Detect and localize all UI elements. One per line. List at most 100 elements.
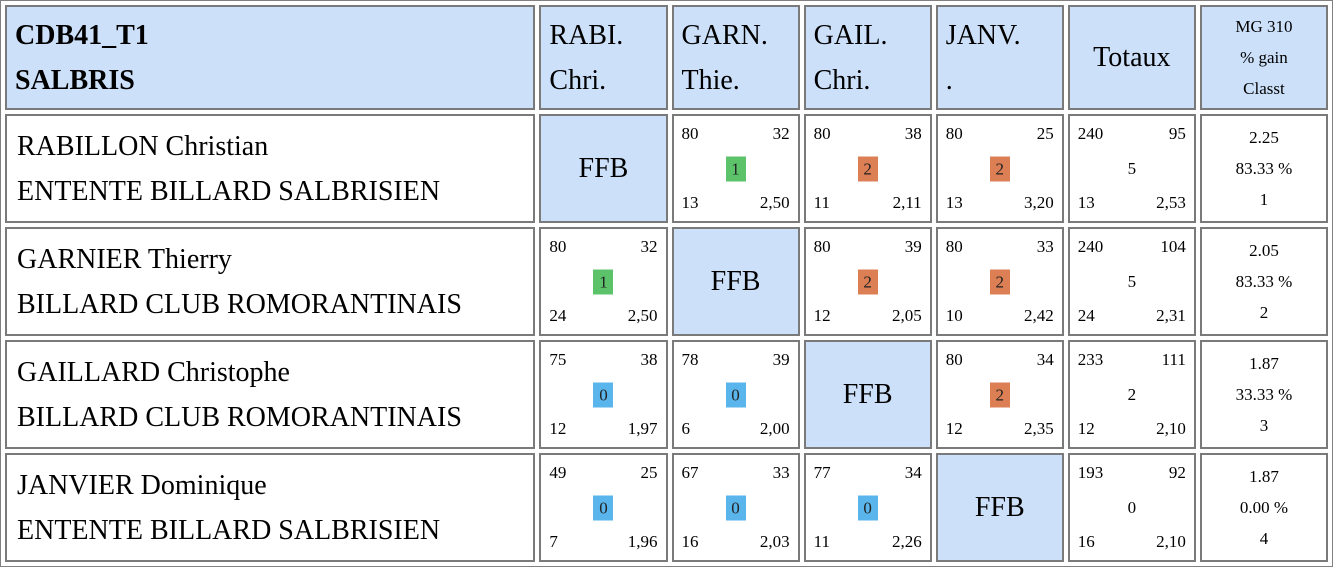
match-average: 1,96 [627,532,658,551]
match-average: 2,50 [759,193,790,212]
match-innings: 39 [772,350,790,369]
totals-cell: 193 92 0 16 2,10 [1067,453,1196,562]
match-result-cell: 80 25 2 13 3,20 [935,114,1064,223]
header-player-3: GAIL. Chri. [803,5,932,110]
match-average: 2,05 [891,306,922,325]
total-innings: 104 [1160,237,1186,256]
match-reprises: 6 [681,419,691,438]
match-innings: 39 [904,237,922,256]
self-match-ffb: FFB [671,227,800,336]
header-player-firstname: Chri. [813,64,871,96]
match-result-badge: 1 [725,156,746,181]
match-result-cell: 49 25 0 7 1,96 [539,453,668,562]
match-points: 75 [549,350,567,369]
gain-percent: 33.33 % [1235,385,1293,404]
match-points: 80 [813,124,831,143]
match-average: 2,26 [891,532,922,551]
match-result-badge: 0 [593,382,614,407]
self-match-ffb: FFB [539,114,668,223]
tournament-title: CDB41_T1 SALBRIS [5,5,536,110]
totals-cell: 233 111 2 12 2,10 [1067,340,1196,449]
match-innings: 33 [1036,237,1054,256]
match-average: 3,20 [1024,193,1054,212]
match-reprises: 7 [549,532,558,551]
match-reprises: 12 [549,419,567,438]
match-points: 80 [813,237,831,256]
player-row: RABILLON Christian ENTENTE BILLARD SALBRI… [5,114,1328,223]
match-result-badge: 2 [989,269,1010,294]
match-result-badge: 2 [989,382,1010,407]
header-player-lastname: JANV. [945,19,1021,51]
header-player-1: RABI. Chri. [539,5,668,110]
match-result-cell: 80 32 1 24 2,50 [539,227,668,336]
match-innings: 33 [772,463,790,482]
gain-percent: 83.33 % [1235,159,1293,178]
total-innings: 111 [1161,350,1186,369]
player-name: GAILLARD Christophe [17,356,290,388]
mg-cell: 2.05 83.33 % 2 [1199,227,1328,336]
player-row: JANVIER Dominique ENTENTE BILLARD SALBRIS… [5,453,1328,562]
header-player-lastname: RABI. [549,19,624,51]
match-innings: 25 [1036,124,1054,143]
match-result-cell: 77 34 0 11 2,26 [803,453,932,562]
self-match-ffb: FFB [803,340,932,449]
match-innings: 34 [1036,350,1054,369]
match-points: 49 [549,463,567,482]
match-innings: 38 [640,350,658,369]
match-result-badge: 0 [725,495,746,520]
total-reprises: 16 [1077,532,1095,551]
match-result-badge: 2 [857,269,878,294]
match-reprises: 13 [681,193,699,212]
rank: 2 [1259,303,1269,322]
match-average: 2,50 [627,306,658,325]
player-cell: JANVIER Dominique ENTENTE BILLARD SALBRIS… [5,453,536,562]
match-points: 80 [945,124,963,143]
total-average: 2,10 [1156,419,1186,438]
total-match-points: 2 [1127,384,1137,404]
total-average: 2,31 [1156,306,1186,325]
match-points: 77 [813,463,831,482]
match-innings: 32 [772,124,790,143]
player-row: GARNIER Thierry BILLARD CLUB ROMORANTINAI… [5,227,1328,336]
total-reprises: 12 [1077,419,1095,438]
match-result-cell: 80 32 1 13 2,50 [671,114,800,223]
match-reprises: 24 [549,306,567,325]
total-reprises: 13 [1077,193,1095,212]
player-name: GARNIER Thierry [17,243,232,275]
header-player-4: JANV. . [935,5,1064,110]
totals-cell: 240 104 5 24 2,31 [1067,227,1196,336]
total-points: 240 [1077,237,1104,256]
match-result-cell: 75 38 0 12 1,97 [539,340,668,449]
match-reprises: 11 [813,532,830,551]
match-result-cell: 80 34 2 12 2,35 [935,340,1064,449]
header-player-firstname: Chri. [549,64,607,96]
totals-cell: 240 95 5 13 2,53 [1067,114,1196,223]
total-innings: 95 [1168,124,1186,143]
gain-percent: 0.00 % [1239,498,1289,517]
rank: 4 [1259,529,1269,548]
match-result-badge: 2 [857,156,878,181]
header-player-lastname: GAIL. [813,19,888,51]
total-match-points: 5 [1127,158,1137,178]
match-result-cell: 80 39 2 12 2,05 [803,227,932,336]
match-result-badge: 2 [989,156,1010,181]
mg-cell: 2.25 83.33 % 1 [1199,114,1328,223]
match-points: 80 [681,124,699,143]
header-mg: MG 310 % gain Classt [1199,5,1328,110]
match-average: 2,35 [1024,419,1054,438]
match-average: 1,97 [627,419,658,438]
header-rank-label: Classt [1243,79,1285,98]
general-average: 2.05 [1249,241,1279,260]
header-row: CDB41_T1 SALBRIS RABI. Chri. GARN. Thie.… [5,5,1328,110]
match-reprises: 12 [813,306,831,325]
mg-cell: 1.87 0.00 % 4 [1199,453,1328,562]
total-points: 233 [1077,350,1104,369]
self-match-ffb: FFB [935,453,1064,562]
match-result-cell: 67 33 0 16 2,03 [671,453,800,562]
player-name: RABILLON Christian [17,130,269,162]
total-innings: 92 [1168,463,1186,482]
match-result-badge: 0 [857,495,878,520]
match-reprises: 13 [945,193,963,212]
match-points: 78 [681,350,699,369]
